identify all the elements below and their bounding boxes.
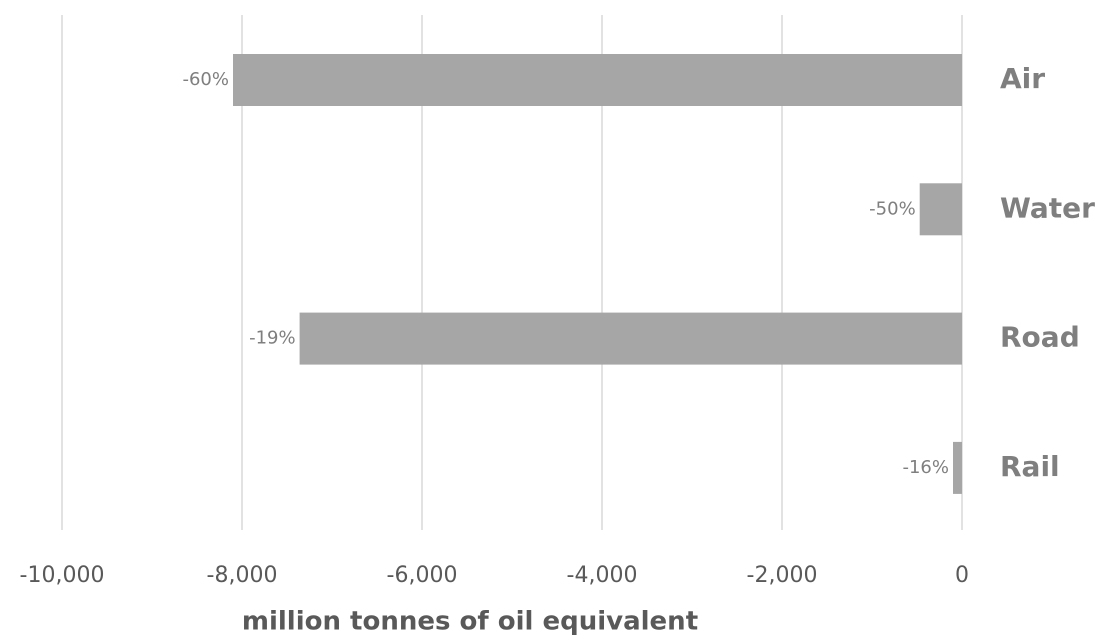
bar xyxy=(233,54,962,106)
category-label: Rail xyxy=(1000,450,1060,483)
x-axis-title: million tonnes of oil equivalent xyxy=(242,607,698,637)
bar xyxy=(919,183,962,236)
category-label: Air xyxy=(1000,62,1045,95)
value-label: -60% xyxy=(182,69,229,90)
value-label: -16% xyxy=(902,457,949,478)
bar xyxy=(953,441,962,494)
category-label: Road xyxy=(1000,321,1080,354)
category-label: Water xyxy=(1000,191,1095,224)
x-tick-label: -6,000 xyxy=(387,563,458,588)
x-tick-label: -10,000 xyxy=(20,563,105,588)
x-tick-label: -4,000 xyxy=(567,563,638,588)
x-tick-label: 0 xyxy=(955,563,969,588)
x-tick-label: -2,000 xyxy=(747,563,818,588)
bar xyxy=(299,312,963,365)
x-tick-label: -8,000 xyxy=(207,563,278,588)
value-label: -50% xyxy=(869,198,916,219)
value-label: -19% xyxy=(249,328,296,349)
